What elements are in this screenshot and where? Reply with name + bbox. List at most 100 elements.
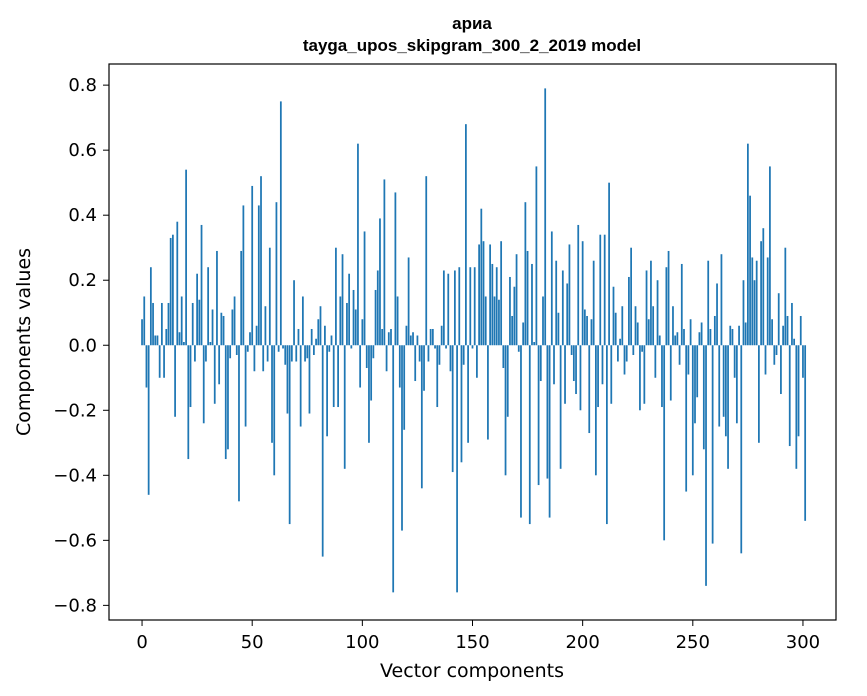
bar-113 xyxy=(390,328,392,346)
bar-191 xyxy=(561,270,564,346)
bar-54 xyxy=(260,176,262,346)
bar-281 xyxy=(760,241,762,346)
bar-53 xyxy=(257,205,260,346)
bar-51 xyxy=(253,345,256,372)
bars-group xyxy=(141,88,807,593)
bar-8 xyxy=(158,345,161,378)
x-tick-label: 250 xyxy=(676,632,710,653)
bar-300 xyxy=(802,345,804,378)
bar-203 xyxy=(588,345,591,434)
bar-77 xyxy=(310,328,313,346)
bar-10 xyxy=(163,345,165,378)
bar-78 xyxy=(313,345,315,355)
bar-273 xyxy=(742,280,745,346)
bar-248 xyxy=(687,345,690,375)
bar-185 xyxy=(548,345,551,518)
bar-138 xyxy=(445,345,447,349)
bar-89 xyxy=(337,345,339,408)
bar-120 xyxy=(405,325,408,346)
bar-223 xyxy=(632,345,635,355)
bar-119 xyxy=(403,345,406,430)
bar-68 xyxy=(290,345,293,362)
bar-211 xyxy=(606,345,608,525)
bar-110 xyxy=(383,179,386,346)
bar-52 xyxy=(255,325,258,346)
bar-133 xyxy=(434,345,436,349)
bar-261 xyxy=(716,283,718,346)
bar-216 xyxy=(617,345,619,362)
bar-125 xyxy=(416,335,419,346)
bar-238 xyxy=(665,267,668,346)
bar-30 xyxy=(207,267,210,346)
bar-42 xyxy=(233,296,236,346)
bar-210 xyxy=(603,234,606,346)
bar-117 xyxy=(398,345,401,388)
bar-256 xyxy=(705,345,707,586)
y-tick-label: −0.6 xyxy=(53,530,97,551)
bar-288 xyxy=(775,345,778,355)
bar-244 xyxy=(678,345,681,365)
bar-158 xyxy=(489,244,491,346)
bar-228 xyxy=(643,345,646,404)
bar-187 xyxy=(553,345,555,385)
bar-298 xyxy=(797,345,800,437)
bar-43 xyxy=(235,345,238,355)
bar-11 xyxy=(165,328,168,346)
bar-58 xyxy=(268,247,271,346)
bar-146 xyxy=(462,345,465,365)
bar-200 xyxy=(581,241,584,346)
bar-264 xyxy=(722,345,725,417)
bar-147 xyxy=(465,124,467,346)
bar-219 xyxy=(623,345,626,375)
bar-36 xyxy=(220,312,223,346)
bar-48 xyxy=(246,345,249,352)
bar-38 xyxy=(224,345,227,460)
bar-127 xyxy=(420,345,423,489)
bar-184 xyxy=(546,345,549,479)
bar-260 xyxy=(713,315,716,346)
bar-116 xyxy=(396,296,399,346)
bar-99 xyxy=(359,345,362,388)
y-tick-label: −0.2 xyxy=(53,400,97,421)
bar-87 xyxy=(332,345,335,408)
bar-28 xyxy=(202,345,205,424)
bar-262 xyxy=(718,345,721,427)
y-tick-label: −0.4 xyxy=(53,465,97,486)
bar-293 xyxy=(786,315,789,346)
bar-152 xyxy=(476,345,478,378)
bar-249 xyxy=(689,319,692,346)
bar-22 xyxy=(189,345,192,408)
bar-242 xyxy=(674,335,677,346)
bar-301 xyxy=(804,345,807,521)
bar-198 xyxy=(577,224,580,346)
bar-5 xyxy=(152,302,154,346)
bar-2 xyxy=(145,345,148,388)
bar-145 xyxy=(460,345,463,463)
bar-296 xyxy=(793,338,796,346)
bar-18 xyxy=(180,296,183,346)
y-axis-label: Components values xyxy=(13,248,35,436)
bar-124 xyxy=(414,345,417,382)
bar-90 xyxy=(339,296,342,346)
bar-295 xyxy=(791,302,793,346)
bar-86 xyxy=(330,335,333,346)
bar-291 xyxy=(782,325,785,346)
bar-209 xyxy=(601,345,604,385)
bar-126 xyxy=(418,345,421,362)
x-tick-label: 200 xyxy=(565,632,599,653)
bar-265 xyxy=(724,345,727,437)
bar-95 xyxy=(350,345,353,349)
bar-1 xyxy=(143,296,146,346)
bar-165 xyxy=(504,345,507,476)
bar-195 xyxy=(570,345,573,355)
bar-130 xyxy=(427,345,430,362)
bar-92 xyxy=(343,345,346,469)
bar-235 xyxy=(658,335,661,346)
bar-168 xyxy=(511,315,514,346)
bar-237 xyxy=(663,345,666,541)
bar-197 xyxy=(575,345,577,395)
bar-284 xyxy=(766,257,769,346)
bar-115 xyxy=(394,192,397,346)
